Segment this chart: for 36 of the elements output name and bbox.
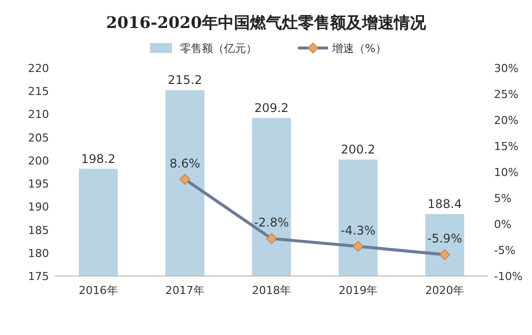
y2-tick-label: -5% bbox=[494, 244, 516, 257]
y-tick-label: 205 bbox=[28, 131, 49, 144]
y-tick-label: 175 bbox=[28, 270, 49, 283]
y2-tick-label: 10% bbox=[494, 166, 518, 179]
data-label: 215.2 bbox=[168, 73, 202, 88]
y-tick-label: 210 bbox=[28, 108, 49, 122]
legend-label: 增速（%） bbox=[331, 42, 386, 55]
y-tick-label: 195 bbox=[28, 178, 49, 191]
chart-title: 2016-2020年中国燃气灶零售额及增速情况 bbox=[106, 13, 427, 32]
x-tick-label: 2020年 bbox=[425, 284, 464, 297]
y2-tick-label: 20% bbox=[494, 114, 518, 127]
data-label: -2.8% bbox=[254, 216, 289, 230]
x-tick-label: 2018年 bbox=[252, 284, 291, 297]
y2-tick-label: 15% bbox=[494, 140, 518, 153]
data-label: -5.9% bbox=[427, 232, 462, 246]
data-label: -4.3% bbox=[340, 223, 376, 238]
data-label: 8.6% bbox=[170, 156, 200, 170]
x-tick-label: 2017年 bbox=[165, 284, 204, 297]
x-tick-label: 2016年 bbox=[78, 284, 118, 297]
data-label: 188.4 bbox=[428, 197, 462, 212]
y2-tick-label: 25% bbox=[494, 88, 518, 101]
y2-tick-label: 30% bbox=[494, 62, 518, 75]
y2-tick-label: -10% bbox=[494, 270, 522, 283]
y-tick-label: 220 bbox=[28, 62, 49, 75]
data-label: 198.2 bbox=[81, 152, 116, 166]
data-label: 200.2 bbox=[340, 142, 376, 157]
y2-tick-label: 5% bbox=[494, 192, 512, 205]
data-label: 209.2 bbox=[254, 100, 289, 115]
legend-label: 零售额（亿元） bbox=[180, 42, 257, 55]
y-tick-label: 215 bbox=[28, 85, 49, 98]
y2-tick-label: 0% bbox=[494, 218, 512, 231]
y-tick-label: 185 bbox=[28, 224, 49, 237]
y-tick-label: 180 bbox=[28, 246, 49, 260]
y-tick-label: 190 bbox=[28, 200, 49, 214]
y-tick-label: 200 bbox=[28, 154, 49, 168]
x-tick-label: 2019年 bbox=[338, 284, 378, 297]
